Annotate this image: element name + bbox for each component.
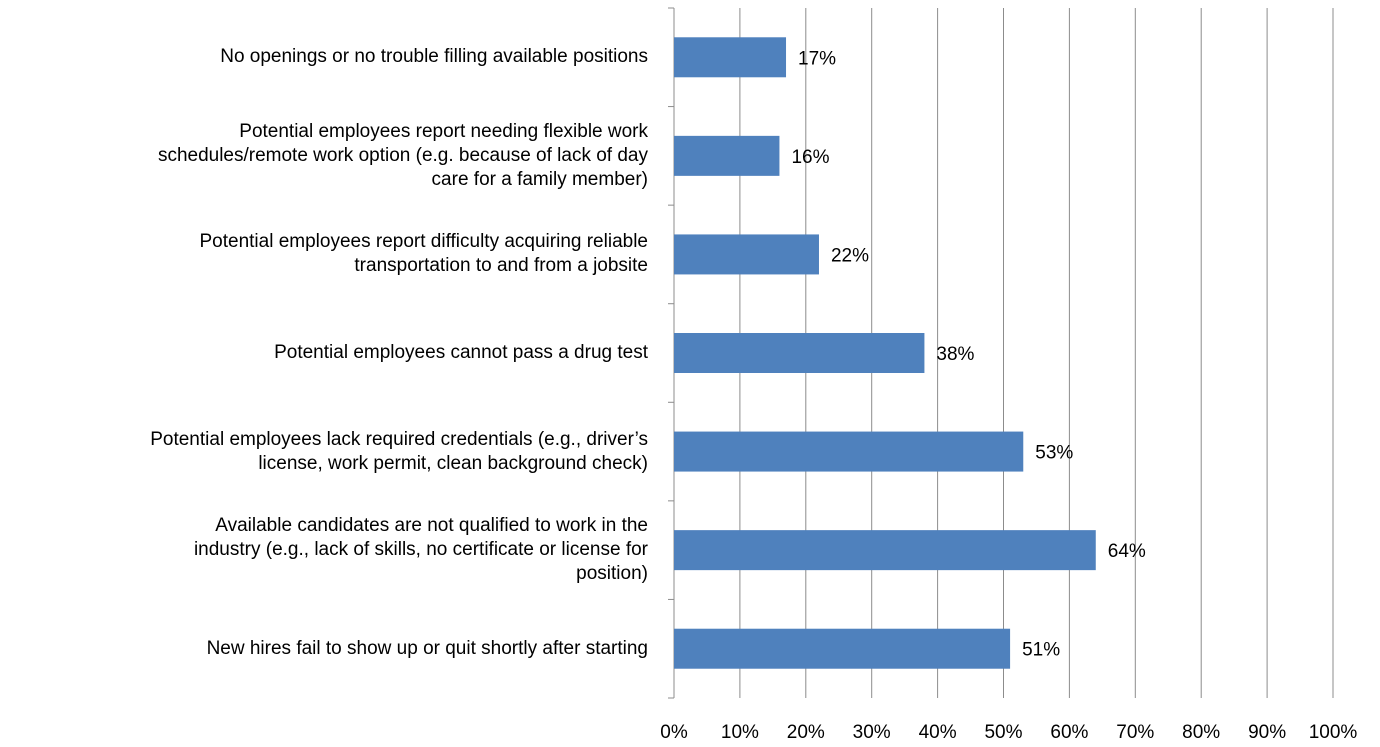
y-tick-label: Available candidates are not qualified t… xyxy=(193,515,648,585)
x-tick-label: 60% xyxy=(1050,722,1088,743)
x-tick-label: 0% xyxy=(660,722,688,743)
bar xyxy=(674,234,819,275)
x-tick-label: 90% xyxy=(1248,722,1286,743)
data-label: 51% xyxy=(1022,640,1060,661)
bar xyxy=(674,135,780,176)
bar xyxy=(674,431,1024,472)
data-label: 22% xyxy=(831,245,869,266)
y-tick-label: Potential employees report difficulty ac… xyxy=(199,231,648,277)
x-tick-label: 50% xyxy=(984,722,1022,743)
x-tick-label: 20% xyxy=(787,722,825,743)
y-tick-label: New hires fail to show up or quit shortl… xyxy=(206,637,648,659)
x-tick-label: 10% xyxy=(721,722,759,743)
y-tick-label: No openings or no trouble filling availa… xyxy=(220,46,648,68)
data-label: 38% xyxy=(936,344,974,365)
data-label: 16% xyxy=(791,147,829,168)
x-tick-label: 40% xyxy=(919,722,957,743)
x-tick-label: 80% xyxy=(1182,722,1220,743)
bar xyxy=(674,628,1011,669)
bar xyxy=(674,530,1096,571)
y-tick-label: Potential employees lack required creden… xyxy=(150,428,648,474)
bar xyxy=(674,37,787,78)
x-tick-label: 30% xyxy=(853,722,891,743)
bar xyxy=(674,333,925,373)
data-label: 53% xyxy=(1035,443,1073,464)
x-tick-label: 100% xyxy=(1309,722,1358,743)
x-tick-label: 70% xyxy=(1116,722,1154,743)
data-label: 64% xyxy=(1108,541,1146,562)
y-tick-label: Potential employees report needing flexi… xyxy=(157,120,648,190)
y-tick-label: Potential employees cannot pass a drug t… xyxy=(274,342,648,363)
data-label: 17% xyxy=(798,48,836,69)
